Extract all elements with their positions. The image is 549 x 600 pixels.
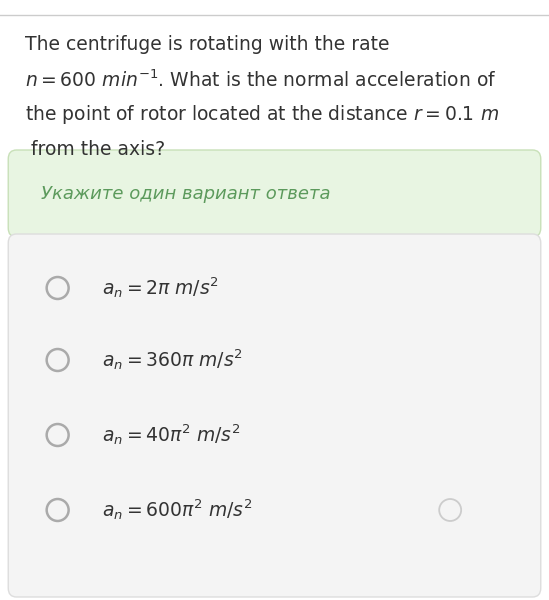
Text: from the axis?: from the axis? xyxy=(25,140,165,159)
FancyBboxPatch shape xyxy=(8,234,541,597)
Text: $a_n = 600\pi^2\ m/s^2$: $a_n = 600\pi^2\ m/s^2$ xyxy=(102,497,253,523)
Text: the point of rotor located at the distance $r = 0.1\ m$: the point of rotor located at the distan… xyxy=(25,103,498,126)
Text: The centrifuge is rotating with the rate: The centrifuge is rotating with the rate xyxy=(25,35,389,55)
FancyBboxPatch shape xyxy=(8,150,541,237)
Text: $a_n = 2\pi\ m/s^2$: $a_n = 2\pi\ m/s^2$ xyxy=(102,275,219,301)
Text: $a_n = 360\pi\ m/s^2$: $a_n = 360\pi\ m/s^2$ xyxy=(102,347,243,373)
Text: Укажите один вариант ответа: Укажите один вариант ответа xyxy=(41,185,330,203)
Text: $a_n = 40\pi^2\ m/s^2$: $a_n = 40\pi^2\ m/s^2$ xyxy=(102,422,240,448)
Text: $n = 600\ \mathit{min}^{-1}$. What is the normal acceleration of: $n = 600\ \mathit{min}^{-1}$. What is th… xyxy=(25,69,496,91)
